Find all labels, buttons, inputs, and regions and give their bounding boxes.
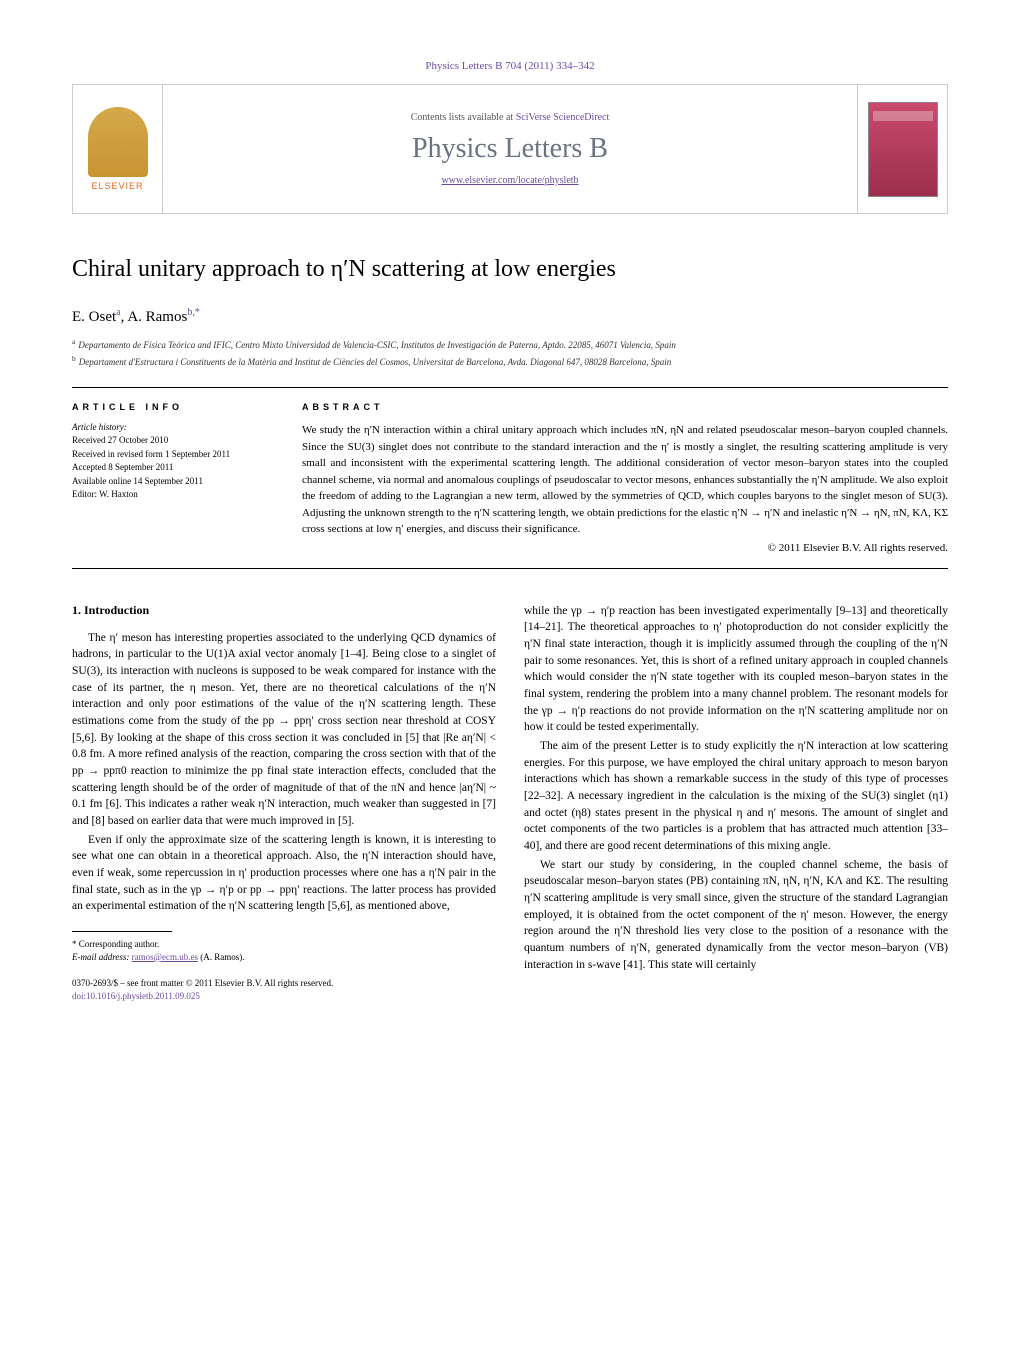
meta-abstract-row: ARTICLE INFO Article history: Received 2… — [72, 402, 948, 554]
paragraph-4: The aim of the present Letter is to stud… — [524, 738, 948, 855]
elsevier-label: ELSEVIER — [91, 181, 143, 191]
elsevier-logo[interactable]: ELSEVIER — [73, 85, 163, 213]
corresponding-author-note: * Corresponding author. E-mail address: … — [72, 938, 496, 963]
sciencedirect-link[interactable]: SciVerse ScienceDirect — [516, 112, 610, 123]
section-1-heading: 1. Introduction — [72, 603, 496, 618]
front-matter-line: 0370-2693/$ – see front matter © 2011 El… — [72, 977, 496, 990]
column-right: while the γp → η′p reaction has been inv… — [524, 603, 948, 1003]
journal-reference: Physics Letters B 704 (2011) 334–342 — [72, 60, 948, 72]
author-2-affil: b,* — [187, 307, 200, 318]
author-1-affil: a — [116, 307, 120, 318]
divider-top — [72, 387, 948, 388]
history-label: Article history: — [72, 422, 272, 432]
column-left: 1. Introduction The η′ meson has interes… — [72, 603, 496, 1003]
header-center: Contents lists available at SciVerse Sci… — [163, 85, 857, 213]
doi-link[interactable]: doi:10.1016/j.physletb.2011.09.025 — [72, 991, 200, 1001]
footnote-divider — [72, 931, 172, 932]
email-name: (A. Ramos). — [200, 952, 244, 962]
paragraph-5: We start our study by considering, in th… — [524, 857, 948, 974]
affiliation-b: Departament d'Estructura i Constituents … — [79, 357, 672, 367]
author-email-link[interactable]: ramos@ecm.ub.es — [132, 952, 198, 962]
affiliations: aDepartamento de Física Teórica and IFIC… — [72, 336, 948, 369]
email-label: E-mail address: — [72, 952, 129, 962]
doi-block: 0370-2693/$ – see front matter © 2011 El… — [72, 977, 496, 1002]
affiliation-a: Departamento de Física Teórica and IFIC,… — [78, 340, 676, 350]
history-received: Received 27 October 2010 — [72, 434, 272, 448]
paragraph-2: Even if only the approximate size of the… — [72, 832, 496, 915]
history-online: Available online 14 September 2011 — [72, 475, 272, 489]
author-2[interactable]: A. Ramos — [127, 309, 187, 325]
authors: E. Oseta, A. Ramosb,* — [72, 307, 948, 326]
history-editor: Editor: W. Haxton — [72, 488, 272, 502]
author-1[interactable]: E. Oset — [72, 309, 116, 325]
paragraph-1: The η′ meson has interesting properties … — [72, 630, 496, 830]
abstract-text: We study the η′N interaction within a ch… — [302, 422, 948, 538]
abstract-column: ABSTRACT We study the η′N interaction wi… — [302, 402, 948, 554]
body-columns: 1. Introduction The η′ meson has interes… — [72, 603, 948, 1003]
copyright: © 2011 Elsevier B.V. All rights reserved… — [302, 542, 948, 554]
journal-name: Physics Letters B — [412, 133, 608, 165]
divider-bottom — [72, 568, 948, 569]
article-info-label: ARTICLE INFO — [72, 402, 272, 412]
journal-cover-thumbnail[interactable] — [857, 85, 947, 213]
contents-prefix: Contents lists available at — [411, 112, 516, 123]
history-accepted: Accepted 8 September 2011 — [72, 461, 272, 475]
abstract-label: ABSTRACT — [302, 402, 948, 412]
journal-url-link[interactable]: www.elsevier.com/locate/physletb — [441, 175, 578, 186]
article-info-column: ARTICLE INFO Article history: Received 2… — [72, 402, 272, 554]
corresp-label: * Corresponding author. — [72, 938, 496, 951]
history-revised: Received in revised form 1 September 201… — [72, 448, 272, 462]
elsevier-tree-icon — [88, 107, 148, 177]
paragraph-3: while the γp → η′p reaction has been inv… — [524, 603, 948, 736]
article-title: Chiral unitary approach to η′N scatterin… — [72, 254, 948, 285]
cover-image — [868, 102, 938, 197]
contents-available: Contents lists available at SciVerse Sci… — [411, 112, 610, 123]
journal-header: ELSEVIER Contents lists available at Sci… — [72, 84, 948, 214]
